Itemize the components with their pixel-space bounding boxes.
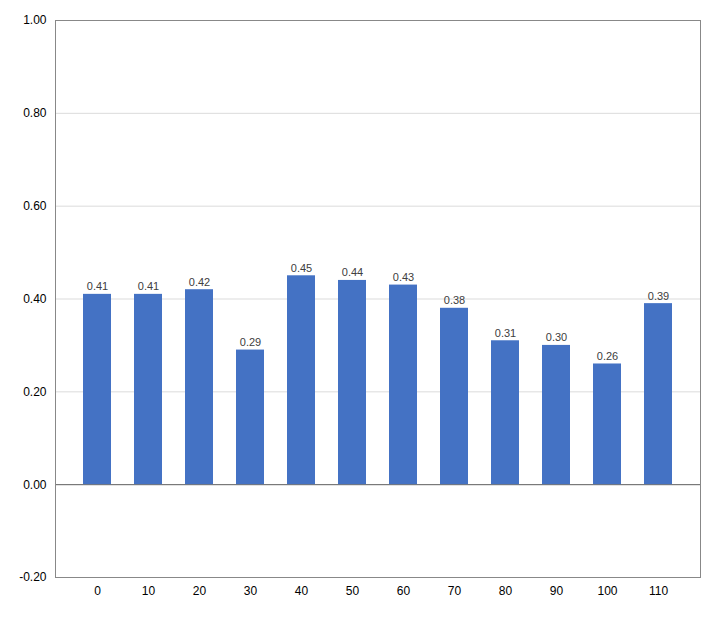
svg-text:0.20: 0.20 — [23, 385, 47, 399]
svg-text:0.80: 0.80 — [23, 106, 47, 120]
svg-text:0.42: 0.42 — [189, 276, 210, 288]
svg-text:90: 90 — [550, 584, 564, 598]
svg-text:0.45: 0.45 — [291, 262, 312, 274]
svg-text:0.31: 0.31 — [495, 327, 516, 339]
svg-text:0.41: 0.41 — [138, 280, 159, 292]
svg-text:60: 60 — [397, 584, 411, 598]
svg-text:70: 70 — [448, 584, 462, 598]
svg-text:0.00: 0.00 — [23, 478, 47, 492]
svg-text:0.60: 0.60 — [23, 199, 47, 213]
svg-text:10: 10 — [142, 584, 156, 598]
svg-text:20: 20 — [193, 584, 207, 598]
svg-text:0.41: 0.41 — [87, 280, 108, 292]
svg-text:110: 110 — [649, 584, 668, 598]
svg-text:0.30: 0.30 — [546, 331, 567, 343]
svg-text:100: 100 — [597, 584, 617, 598]
svg-text:80: 80 — [499, 584, 513, 598]
svg-text:40: 40 — [295, 584, 309, 598]
svg-text:0.26: 0.26 — [597, 350, 618, 362]
svg-text:0.43: 0.43 — [393, 271, 414, 283]
svg-text:0.44: 0.44 — [342, 266, 363, 278]
svg-text:0.29: 0.29 — [240, 336, 261, 348]
svg-text:-0.20: -0.20 — [19, 570, 47, 584]
svg-text:30: 30 — [244, 584, 258, 598]
svg-text:0.39: 0.39 — [648, 290, 669, 302]
svg-text:0: 0 — [94, 584, 101, 598]
svg-text:0.38: 0.38 — [444, 294, 465, 306]
svg-text:1.00: 1.00 — [23, 13, 47, 27]
svg-text:0.40: 0.40 — [23, 292, 47, 306]
svg-text:50: 50 — [346, 584, 360, 598]
